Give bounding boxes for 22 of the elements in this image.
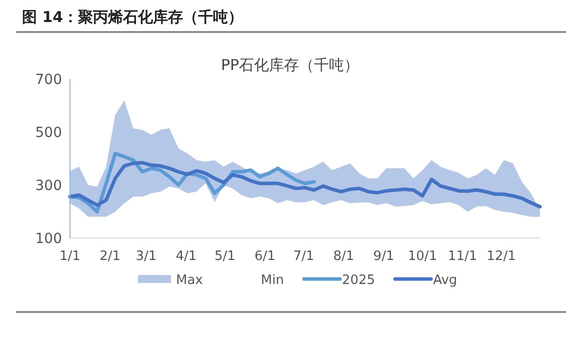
x-tick-label: 11/1: [448, 249, 478, 264]
legend-label: Avg: [433, 273, 458, 288]
x-tick-label: 8/1: [333, 249, 354, 264]
x-tick-label: 12/1: [486, 249, 516, 264]
x-tick-label: 6/1: [254, 249, 276, 264]
y-tick-label: 100: [35, 231, 62, 247]
x-tick-label: 10/1: [408, 249, 438, 264]
x-tick-label: 4/1: [176, 249, 197, 264]
y-tick-label: 300: [35, 178, 62, 194]
legend-label: Max: [176, 273, 204, 288]
text: Min: [260, 273, 284, 288]
x-tick-label: 9/1: [373, 249, 394, 264]
chart-title: 图 14：聚丙烯石化库存（千吨）: [22, 8, 244, 26]
x-tick-label: 2/1: [100, 249, 120, 264]
x-tick-label: 1/1: [60, 249, 80, 264]
y-tick-label: 500: [35, 125, 62, 141]
legend-label: 2025: [342, 273, 376, 288]
y-tick-label: 700: [35, 72, 62, 88]
x-tick-label: 5/1: [214, 249, 236, 264]
chart-subtitle: PP石化库存（千吨）: [220, 56, 360, 74]
x-tick-label: 3/1: [136, 249, 157, 264]
x-tick-label: 7/1: [293, 249, 314, 264]
